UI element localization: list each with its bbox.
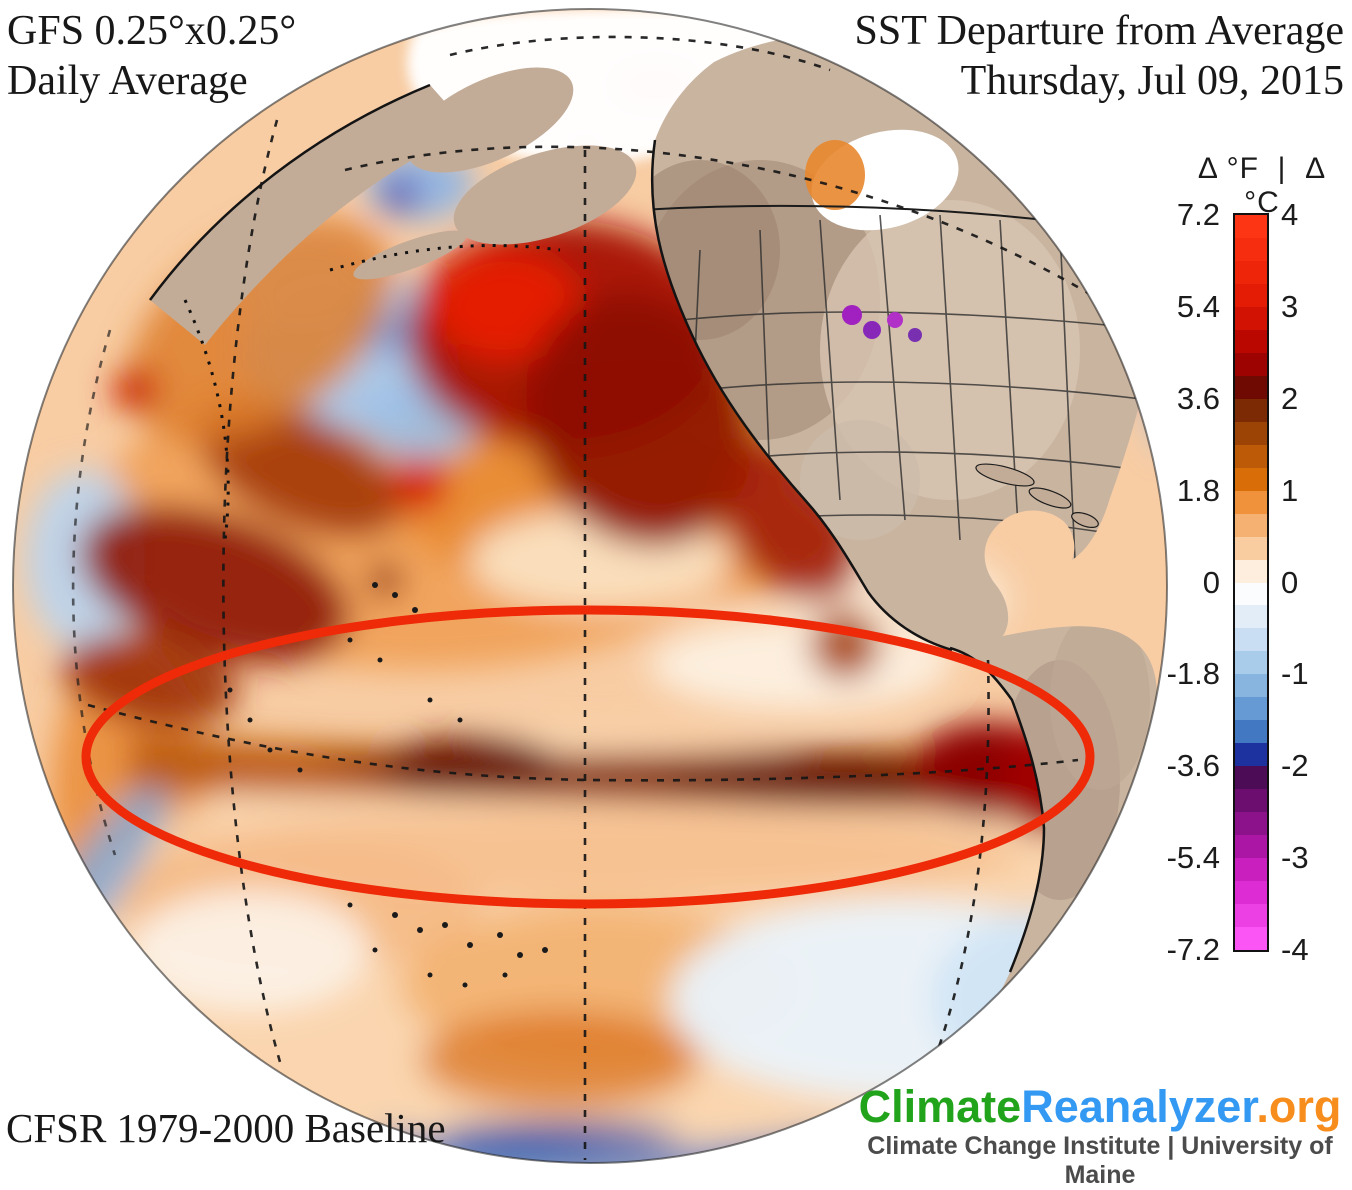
- colorbar-segment: [1235, 766, 1267, 790]
- colorbar-segment: [1235, 329, 1267, 353]
- colorbar-segment: [1235, 513, 1267, 537]
- colorbar: [1233, 213, 1269, 952]
- colorbar-tick-c: 3: [1281, 288, 1299, 324]
- landmasses: [148, 9, 1159, 1008]
- colorbar-segment: [1235, 237, 1267, 261]
- colorbar-segment: [1235, 306, 1267, 330]
- colorbar-segment: [1235, 743, 1267, 767]
- colorbar-segment: [1235, 467, 1267, 491]
- colorbar-tick-c: 4: [1281, 197, 1299, 232]
- baseline-note: CFSR 1979-2000 Baseline: [6, 1105, 446, 1151]
- colorbar-segment: [1235, 605, 1267, 629]
- colorbar-tick-f: -7.2: [1166, 932, 1220, 967]
- colorbar-tick-f: 3.6: [1176, 380, 1220, 416]
- colorbar-segment: [1235, 398, 1267, 422]
- colorbar-segment: [1235, 283, 1267, 307]
- map-title: SST Departure from Average Thursday, Jul …: [855, 6, 1344, 106]
- alaska-peninsula: [353, 230, 467, 280]
- colorbar-tick-f: -5.4: [1166, 840, 1220, 876]
- colorbar-tick-f: 7.2: [1176, 197, 1220, 232]
- sst-anomaly-field: [16, 63, 1167, 1163]
- colorbar-tick-f: 0: [1202, 564, 1220, 600]
- site-logo: ClimateReanalyzer.org: [852, 1084, 1348, 1130]
- colorbar-segment: [1235, 651, 1267, 675]
- colorbar-tick-f: 5.4: [1176, 288, 1220, 324]
- colorbar-tick-c: 1: [1281, 472, 1299, 508]
- colorbar-segment: [1235, 536, 1267, 560]
- colorbar-segment: [1235, 904, 1267, 928]
- colorbar-segment: [1235, 812, 1267, 836]
- colorbar-tick-c: -2: [1281, 748, 1309, 784]
- model-average: Daily Average: [7, 58, 248, 104]
- globe-rim: [12, 8, 1168, 1164]
- colorbar-segment: [1235, 352, 1267, 376]
- colorbar-segment: [1235, 927, 1267, 950]
- institute-credit: Climate Change Institute | University of…: [867, 1132, 1333, 1189]
- site-credit: ClimateReanalyzer.org Climate Change Ins…: [852, 1084, 1348, 1190]
- logo-reanalyzer: Reanalyzer: [1021, 1081, 1257, 1132]
- colorbar-tick-c: -4: [1281, 932, 1309, 967]
- colorbar-header-c: Δ °C: [1244, 152, 1327, 219]
- logo-climate: Climate: [858, 1081, 1022, 1132]
- map-title-date: Thursday, Jul 09, 2015: [960, 58, 1344, 104]
- colorbar-segment: [1235, 881, 1267, 905]
- colorbar-tick-c: 2: [1281, 380, 1299, 416]
- colorbar-segment: [1235, 444, 1267, 468]
- colorbar-segment: [1235, 628, 1267, 652]
- colorbar-segment: [1235, 789, 1267, 813]
- el-nino-highlight-ellipse: [81, 605, 1095, 909]
- caribbean-islands: [975, 463, 1099, 528]
- graticule: [71, 35, 1101, 1160]
- colorbar-segment: [1235, 421, 1267, 445]
- colorbar-header-sep: |: [1277, 152, 1287, 185]
- colorbar-tick-c: 0: [1281, 564, 1299, 600]
- great-lakes: [842, 305, 922, 342]
- colorbar-segment: [1235, 490, 1267, 514]
- colorbar-tick-c: -3: [1281, 840, 1309, 876]
- chukotka-land: [406, 67, 574, 173]
- colorbar-tick-f: -1.8: [1166, 656, 1220, 692]
- colorbar-segment: [1235, 720, 1267, 744]
- model-info: GFS 0.25°x0.25° Daily Average: [7, 6, 296, 106]
- colorbar-segment: [1235, 582, 1267, 606]
- alaska-land: [453, 145, 637, 245]
- globe-disc: [13, 9, 1167, 1163]
- colorbar-tick-f: -3.6: [1166, 748, 1220, 784]
- colorbar-segment: [1235, 260, 1267, 284]
- colorbar-segment: [1235, 835, 1267, 859]
- model-name: GFS 0.25°x0.25°: [7, 8, 297, 54]
- pacific-islands: [227, 582, 548, 988]
- colorbar-segment: [1235, 674, 1267, 698]
- colorbar-segment: [1235, 559, 1267, 583]
- map-title-line1: SST Departure from Average: [854, 8, 1344, 54]
- colorbar-segment: [1235, 215, 1267, 238]
- colorbar-header: Δ °F | Δ °C: [1178, 152, 1346, 220]
- colorbar-tick-c: -1: [1281, 656, 1309, 692]
- colorbar-header-f: Δ °F: [1197, 152, 1259, 185]
- colorbar-segment: [1235, 697, 1267, 721]
- colorbar-segment: [1235, 375, 1267, 399]
- colorbar-segment: [1235, 858, 1267, 882]
- logo-org: .org: [1256, 1081, 1342, 1132]
- colorbar-tick-f: 1.8: [1176, 472, 1220, 508]
- siberia-land: [150, 85, 470, 345]
